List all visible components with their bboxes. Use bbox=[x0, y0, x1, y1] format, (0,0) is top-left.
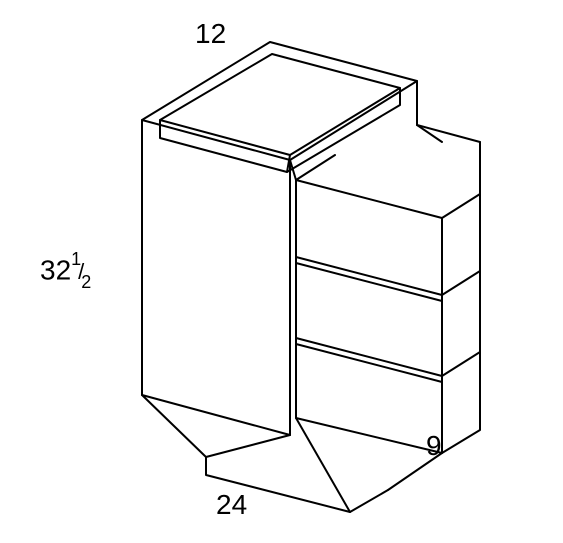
dim-height-whole: 32 bbox=[40, 254, 71, 285]
dim-drawer-depth: 9 bbox=[426, 430, 442, 462]
dim-width-top: 12 bbox=[195, 18, 226, 50]
dim-width-top-value: 12 bbox=[195, 18, 226, 49]
dim-depth-bottom-value: 24 bbox=[216, 489, 247, 520]
dim-drawer-depth-value: 9 bbox=[426, 430, 442, 461]
dim-height-num: 1 bbox=[71, 249, 81, 269]
dim-depth-bottom: 24 bbox=[216, 489, 247, 521]
dim-height-den: 2 bbox=[81, 272, 91, 292]
dim-height-left: 321/2 bbox=[40, 253, 91, 291]
